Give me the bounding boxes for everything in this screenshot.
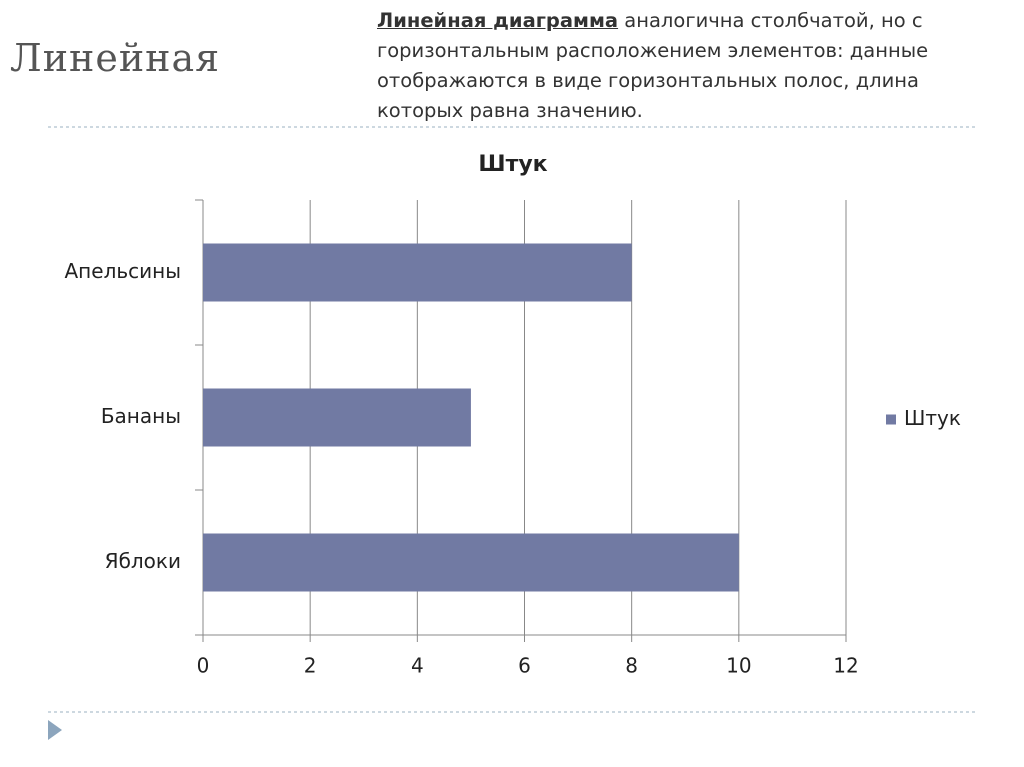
chart-title: Штук [478,152,547,177]
x-tick-label: 6 [518,654,531,678]
y-tick-label: Яблоки [105,549,181,573]
bar [203,533,739,592]
bar [203,243,632,302]
bar [203,388,471,447]
x-tick-label: 10 [726,654,751,678]
legend-swatch [886,414,896,425]
y-tick-label: Апельсины [65,259,182,283]
x-tick-label: 8 [625,654,638,678]
x-tick-label: 0 [197,654,210,678]
slide-title: Линейная [10,36,221,80]
legend-label: Штук [904,406,961,430]
x-tick-label: 12 [833,654,858,678]
x-tick-label: 2 [304,654,317,678]
y-tick-label: Бананы [101,404,181,428]
term: Линейная диаграмма [377,9,619,32]
nav-arrow [48,720,62,740]
description-text: аналогична столбчатой, но с горизонтальн… [377,9,929,122]
description: Линейная диаграмма аналогична столбчатой… [377,6,977,126]
x-tick-label: 4 [411,654,424,678]
